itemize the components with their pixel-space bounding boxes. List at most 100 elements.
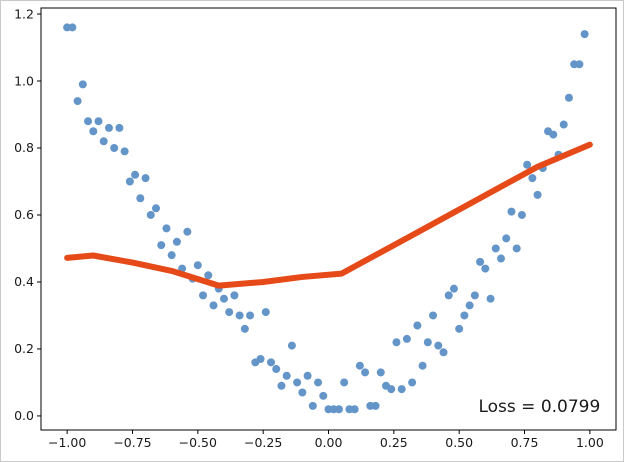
- y-tick-label: 0.0: [14, 408, 34, 423]
- scatter-point: [340, 378, 349, 387]
- scatter-point: [465, 301, 474, 310]
- scatter-point: [120, 147, 129, 156]
- x-tick-label: −0.25: [244, 435, 282, 450]
- x-tick-label: −0.50: [179, 435, 217, 450]
- scatter-point: [125, 177, 134, 186]
- scatter-point: [361, 368, 370, 377]
- scatter-point: [319, 391, 328, 400]
- scatter-point: [235, 311, 244, 320]
- scatter-point: [277, 381, 286, 390]
- scatter-point: [183, 227, 192, 236]
- y-tick-label: 0.6: [14, 207, 34, 222]
- scatter-point: [559, 120, 568, 129]
- scatter-point: [429, 311, 438, 320]
- scatter-point: [392, 338, 401, 347]
- scatter-point: [204, 271, 213, 280]
- scatter-point: [481, 264, 490, 273]
- scatter-point: [402, 334, 411, 343]
- y-tick-label: 1.2: [14, 6, 34, 21]
- scatter-point: [439, 348, 448, 357]
- scatter-point: [460, 311, 469, 320]
- scatter-point: [350, 405, 359, 414]
- scatter-point: [528, 174, 537, 183]
- scatter-point: [167, 251, 176, 260]
- scatter-point: [470, 291, 479, 300]
- scatter-point: [413, 321, 422, 330]
- scatter-point: [73, 97, 82, 106]
- scatter-point: [141, 174, 150, 183]
- scatter-point: [387, 385, 396, 394]
- scatter-point: [89, 127, 98, 136]
- scatter-point: [497, 254, 505, 263]
- scatter-point: [199, 291, 208, 300]
- scatter-point: [157, 241, 166, 250]
- scatter-point: [517, 210, 526, 219]
- scatter-point: [444, 291, 453, 300]
- scatter-point: [256, 354, 265, 363]
- x-tick-label: 0.75: [511, 435, 539, 450]
- scatter-point: [110, 143, 119, 152]
- scatter-point: [507, 207, 516, 216]
- x-tick-label: 1.00: [576, 435, 604, 450]
- scatter-point: [219, 294, 228, 303]
- scatter-point: [240, 324, 249, 333]
- scatter-point: [580, 30, 589, 39]
- x-tick-label: 0.25: [380, 435, 408, 450]
- x-tick-label: −0.75: [113, 435, 151, 450]
- scatter-point: [376, 368, 385, 377]
- scatter-point: [146, 210, 155, 219]
- scatter-point: [549, 130, 558, 139]
- scatter-point: [455, 324, 464, 333]
- model-fit-line: [64, 141, 593, 289]
- scatter-point: [246, 311, 255, 320]
- scatter-point: [408, 378, 417, 387]
- scatter-point: [131, 170, 140, 179]
- scatter-point: [94, 117, 103, 126]
- scatter-point: [209, 301, 218, 310]
- scatter-point: [533, 190, 542, 199]
- scatter-point: [104, 123, 113, 132]
- y-tick-label: 0.4: [14, 274, 34, 289]
- scatter-point: [303, 371, 312, 380]
- plot-area: [41, 8, 616, 430]
- scatter-point: [193, 261, 202, 270]
- loss-annotation: Loss = 0.0799: [478, 397, 600, 417]
- scatter-point: [502, 234, 511, 243]
- scatter-point: [476, 257, 485, 266]
- y-tick-label: 0.8: [14, 140, 34, 155]
- y-tick-label: 0.2: [14, 341, 34, 356]
- x-tick-label: 0.00: [315, 435, 343, 450]
- scatter-point: [523, 160, 532, 169]
- scatter-point: [261, 308, 270, 317]
- scatter-point: [449, 284, 458, 293]
- scatter-point: [162, 224, 171, 233]
- scatter-point: [298, 388, 307, 397]
- scatter-point: [434, 341, 443, 350]
- x-tick-label: 0.50: [445, 435, 473, 450]
- scatter-point: [172, 237, 181, 246]
- scatter-point: [287, 341, 296, 350]
- scatter-point: [282, 371, 291, 380]
- scatter-point: [575, 60, 584, 69]
- scatter-point: [152, 204, 160, 213]
- scatter-point: [371, 401, 380, 410]
- scatter-point: [397, 385, 406, 394]
- x-tick-label: −1.00: [48, 435, 86, 450]
- y-tick-label: 1.0: [14, 73, 34, 88]
- scatter-point: [491, 244, 500, 253]
- scatter-point: [272, 365, 281, 374]
- scatter-point: [512, 244, 521, 253]
- scatter-point: [267, 358, 275, 367]
- scatter-point: [84, 117, 93, 126]
- scatter-point: [418, 361, 427, 370]
- scatter-point: [314, 378, 323, 387]
- scatter-point: [68, 23, 77, 32]
- scatter-point: [334, 405, 343, 414]
- scatter-point: [225, 308, 234, 317]
- scatter-point: [355, 361, 364, 370]
- scatter-point: [230, 291, 239, 300]
- scatter-point: [308, 401, 317, 410]
- scatter-point: [564, 93, 573, 102]
